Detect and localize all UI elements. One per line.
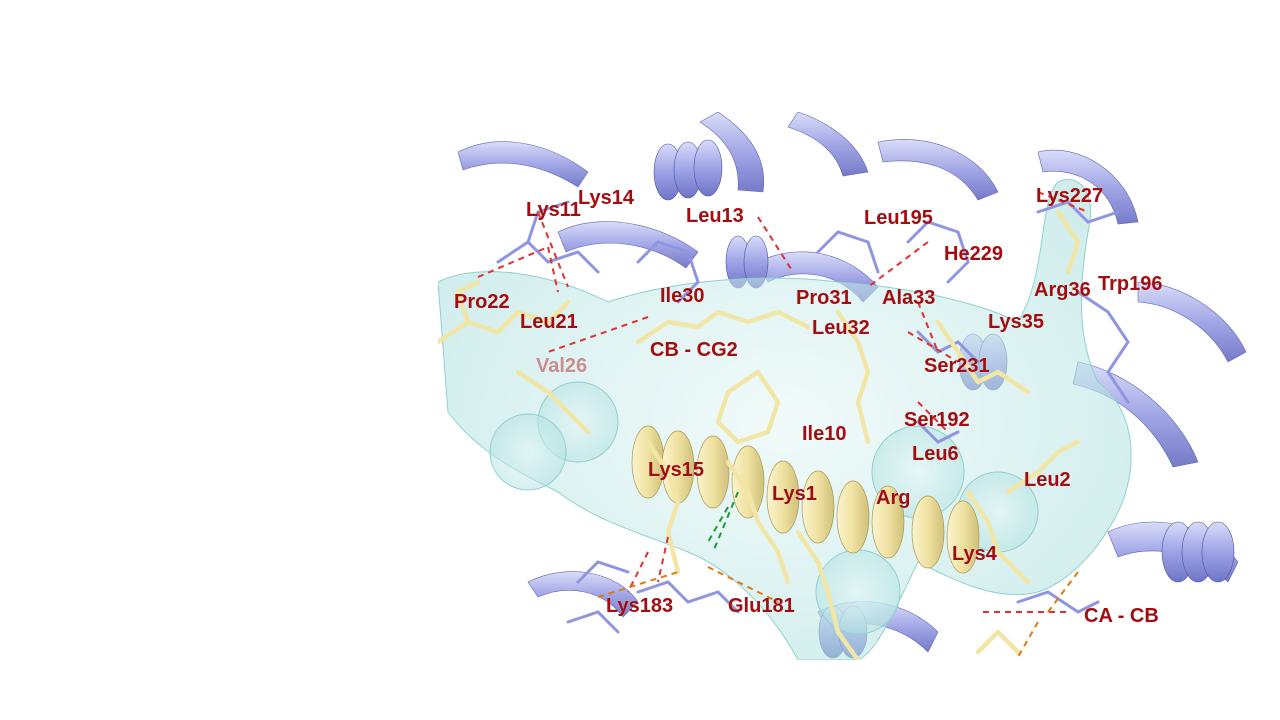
residue-label: Lys11 [526, 199, 581, 221]
residue-label: Val26 [536, 355, 588, 377]
residue-label: Arg36 [1034, 279, 1091, 301]
residue-label: Ser231 [924, 355, 990, 377]
residue-label: Lys35 [988, 311, 1044, 333]
residue-label: Ile30 [660, 285, 705, 307]
residue-label: Leu13 [686, 205, 744, 227]
residue-label: Lys1 [772, 483, 817, 505]
ligand-helix [631, 425, 980, 574]
residue-label: Pro31 [796, 287, 852, 309]
residue-label: Leu32 [812, 317, 870, 339]
residue-label: Lys14 [578, 187, 634, 209]
residue-label: CA - CB [1084, 605, 1159, 627]
residue-label: Leu195 [864, 207, 933, 229]
ligand-sticks [438, 209, 1081, 660]
residue-label: Ser192 [904, 409, 970, 431]
residue-label: Leu21 [520, 311, 578, 333]
hbond-lines-orange [597, 566, 1079, 658]
residue-label: Pro22 [454, 291, 510, 313]
residue-label: CB - CG2 [650, 339, 738, 361]
residue-label: Glu181 [728, 595, 795, 617]
residue-label: Arg [876, 487, 911, 509]
residue-label: Ile10 [802, 423, 847, 445]
hbond-lines-red [477, 191, 1089, 613]
protein-sticks [496, 200, 1130, 634]
residue-label: Lys183 [606, 595, 674, 617]
residue-label: He229 [944, 243, 1003, 265]
residue-label: Lys15 [648, 459, 704, 481]
residue-label: Leu6 [912, 443, 959, 465]
molecule-render [438, 112, 1247, 660]
residue-label: Trp196 [1098, 273, 1163, 295]
residue-label: Lys4 [952, 543, 997, 565]
residue-label: Lys227 [1036, 185, 1104, 207]
molecular-viewport: Lys14 Lys11 Leu13 Leu195 Lys227 He229 Tr… [438, 112, 1248, 660]
residue-label: Ala33 [882, 287, 936, 309]
hbond-lines-green [707, 491, 739, 553]
residue-label: Leu2 [1024, 469, 1071, 491]
